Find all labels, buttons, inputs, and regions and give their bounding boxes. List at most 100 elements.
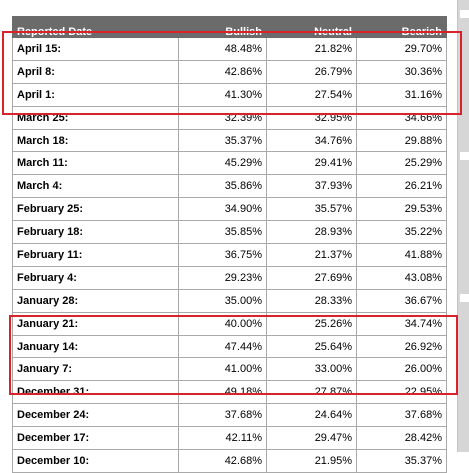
neutral-cell: 33.00% bbox=[266, 357, 357, 382]
bullish-cell: 41.00% bbox=[178, 357, 267, 382]
bullish-cell: 35.00% bbox=[178, 288, 267, 313]
date-cell: February 11: bbox=[12, 243, 179, 267]
date-cell: February 18: bbox=[12, 220, 179, 245]
neutral-cell: 28.33% bbox=[266, 288, 357, 313]
bearish-cell: 30.36% bbox=[356, 59, 447, 84]
table-row: December 10: 42.68% 21.95% 35.37% bbox=[12, 449, 447, 473]
bullish-cell: 34.90% bbox=[178, 197, 267, 222]
table-row: April 15: 48.48% 21.82% 29.70% bbox=[12, 37, 447, 61]
table-row: February 18: 35.85% 28.93% 35.22% bbox=[12, 220, 447, 245]
bullish-cell: 41.30% bbox=[178, 82, 267, 107]
date-cell: December 10: bbox=[12, 449, 179, 473]
date-cell: April 8: bbox=[12, 59, 179, 84]
table-row: March 25: 32.39% 32.95% 34.66% bbox=[12, 105, 447, 130]
neutral-cell: 34.76% bbox=[266, 128, 357, 153]
neutral-cell: 32.95% bbox=[266, 105, 357, 130]
column-header-reported-date: Reported Date bbox=[12, 16, 179, 38]
neutral-cell: 24.64% bbox=[266, 403, 357, 428]
table-row: January 21: 40.00% 25.26% 34.74% bbox=[12, 311, 447, 336]
table-row: March 4: 35.86% 37.93% 26.21% bbox=[12, 174, 447, 199]
date-cell: March 4: bbox=[12, 174, 179, 199]
neutral-cell: 27.69% bbox=[266, 265, 357, 290]
bearish-cell: 29.53% bbox=[356, 197, 447, 222]
bearish-cell: 34.66% bbox=[356, 105, 447, 130]
table-body: April 15: 48.48% 21.82% 29.70% April 8: 42.86… bbox=[12, 37, 447, 473]
date-cell: December 17: bbox=[12, 426, 179, 451]
bullish-cell: 35.85% bbox=[178, 220, 267, 245]
bullish-cell: 35.37% bbox=[178, 128, 267, 153]
date-cell: January 28: bbox=[12, 288, 179, 313]
bullish-cell: 48.48% bbox=[178, 37, 267, 61]
date-cell: February 25: bbox=[12, 197, 179, 222]
table-row: January 28: 35.00% 28.33% 36.67% bbox=[12, 288, 447, 313]
date-cell: March 25: bbox=[12, 105, 179, 130]
bearish-cell: 22.95% bbox=[356, 380, 447, 405]
bullish-cell: 37.68% bbox=[178, 403, 267, 428]
neutral-cell: 29.47% bbox=[266, 426, 357, 451]
bearish-cell: 26.92% bbox=[356, 334, 447, 359]
bearish-cell: 26.00% bbox=[356, 357, 447, 382]
table-row: March 18: 35.37% 34.76% 29.88% bbox=[12, 128, 447, 153]
neutral-cell: 27.54% bbox=[266, 82, 357, 107]
date-cell: April 15: bbox=[12, 37, 179, 61]
bullish-cell: 32.39% bbox=[178, 105, 267, 130]
table-row: December 31: 49.18% 27.87% 22.95% bbox=[12, 380, 447, 405]
bullish-cell: 42.68% bbox=[178, 449, 267, 473]
bullish-cell: 49.18% bbox=[178, 380, 267, 405]
table-row: February 11: 36.75% 21.37% 41.88% bbox=[12, 243, 447, 267]
date-cell: April 1: bbox=[12, 82, 179, 107]
date-cell: January 7: bbox=[12, 357, 179, 382]
date-cell: January 14: bbox=[12, 334, 179, 359]
bearish-cell: 41.88% bbox=[356, 243, 447, 267]
bearish-cell: 25.29% bbox=[356, 151, 447, 176]
bullish-cell: 40.00% bbox=[178, 311, 267, 336]
date-cell: March 18: bbox=[12, 128, 179, 153]
bullish-cell: 45.29% bbox=[178, 151, 267, 176]
table-row: January 14: 47.44% 25.64% 26.92% bbox=[12, 334, 447, 359]
bearish-cell: 34.74% bbox=[356, 311, 447, 336]
table-row: December 17: 42.11% 29.47% 28.42% bbox=[12, 426, 447, 451]
bearish-cell: 29.88% bbox=[356, 128, 447, 153]
neutral-cell: 37.93% bbox=[266, 174, 357, 199]
bearish-cell: 26.21% bbox=[356, 174, 447, 199]
neutral-cell: 25.26% bbox=[266, 311, 357, 336]
neutral-cell: 21.37% bbox=[266, 243, 357, 267]
date-cell: January 21: bbox=[12, 311, 179, 336]
bullish-cell: 47.44% bbox=[178, 334, 267, 359]
bullish-cell: 42.11% bbox=[178, 426, 267, 451]
bearish-cell: 36.67% bbox=[356, 288, 447, 313]
sentiment-survey-table: Reported Date Bullish Neutral Bearish Ap… bbox=[12, 16, 447, 473]
table-row: March 11: 45.29% 29.41% 25.29% bbox=[12, 151, 447, 176]
page-scrollbar[interactable] bbox=[457, 0, 469, 452]
bearish-cell: 43.08% bbox=[356, 265, 447, 290]
bearish-cell: 29.70% bbox=[356, 37, 447, 61]
neutral-cell: 27.87% bbox=[266, 380, 357, 405]
table-row: April 1: 41.30% 27.54% 31.16% bbox=[12, 82, 447, 107]
table-row: February 25: 34.90% 35.57% 29.53% bbox=[12, 197, 447, 222]
column-header-bullish: Bullish bbox=[178, 16, 267, 38]
column-header-neutral: Neutral bbox=[266, 16, 357, 38]
bearish-cell: 35.37% bbox=[356, 449, 447, 473]
scrollbar-notch bbox=[460, 152, 469, 160]
bearish-cell: 28.42% bbox=[356, 426, 447, 451]
neutral-cell: 21.95% bbox=[266, 449, 357, 473]
table-row: February 4: 29.23% 27.69% 43.08% bbox=[12, 265, 447, 290]
table-row: December 24: 37.68% 24.64% 37.68% bbox=[12, 403, 447, 428]
table-row: January 7: 41.00% 33.00% 26.00% bbox=[12, 357, 447, 382]
bullish-cell: 29.23% bbox=[178, 265, 267, 290]
scrollbar-notch bbox=[460, 10, 469, 18]
neutral-cell: 26.79% bbox=[266, 59, 357, 84]
table-row: April 8: 42.86% 26.79% 30.36% bbox=[12, 59, 447, 84]
bearish-cell: 31.16% bbox=[356, 82, 447, 107]
bullish-cell: 42.86% bbox=[178, 59, 267, 84]
bearish-cell: 37.68% bbox=[356, 403, 447, 428]
table-header-row: Reported Date Bullish Neutral Bearish bbox=[12, 16, 447, 38]
date-cell: February 4: bbox=[12, 265, 179, 290]
date-cell: December 24: bbox=[12, 403, 179, 428]
scrollbar-notch bbox=[460, 294, 469, 302]
bullish-cell: 35.86% bbox=[178, 174, 267, 199]
date-cell: March 11: bbox=[12, 151, 179, 176]
neutral-cell: 21.82% bbox=[266, 37, 357, 61]
bearish-cell: 35.22% bbox=[356, 220, 447, 245]
neutral-cell: 28.93% bbox=[266, 220, 357, 245]
